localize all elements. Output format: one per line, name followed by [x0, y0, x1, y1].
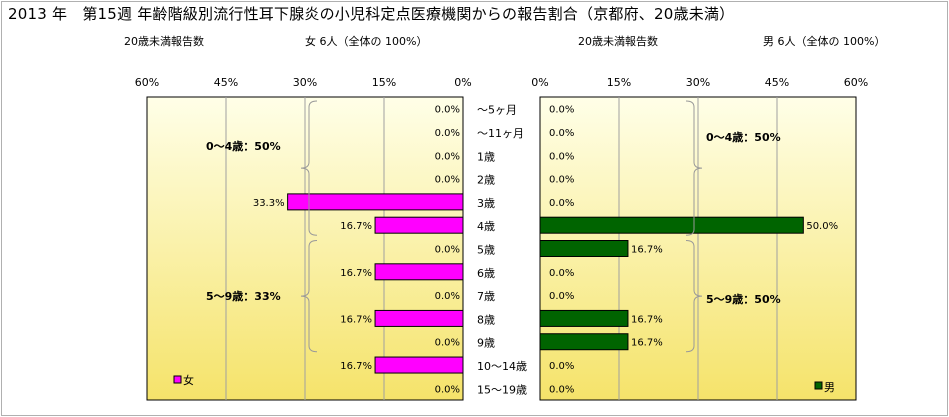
age-category-label: ～5ヶ月 [477, 104, 517, 117]
right-count-value: 男 6人（全体の 100%） [763, 35, 886, 48]
age-category-label: 9歳 [477, 337, 495, 350]
male-group-label: 5～9歳：50% [706, 292, 781, 306]
female-data-label: 16.7% [340, 361, 372, 372]
male-legend-label: 男 [824, 381, 835, 394]
male-data-label: 0.0% [549, 361, 574, 372]
female-bar [374, 356, 464, 374]
female-bar [287, 193, 464, 211]
female-data-label: 0.0% [435, 151, 460, 162]
male-data-label: 0.0% [549, 128, 574, 139]
female-axis-tick-label: 15% [372, 76, 396, 89]
chart-title: 2013 年 第15週 年齢階級別流行性耳下腺炎の小児科定点医療機関からの報告割… [8, 5, 735, 23]
male-group-label: 0～4歳：50% [706, 130, 781, 144]
male-data-label: 0.0% [549, 291, 574, 302]
male-data-label: 0.0% [549, 198, 574, 209]
male-data-label: 16.7% [631, 245, 663, 256]
female-data-label: 16.7% [340, 314, 372, 325]
male-axis-tick-label: 0% [531, 76, 548, 89]
female-axis-tick-label: 0% [454, 76, 471, 89]
female-bar [374, 263, 464, 281]
group-brace [685, 240, 703, 353]
male-data-label: 16.7% [631, 314, 663, 325]
female-group-label: 5～9歳：33% [206, 289, 281, 303]
male-bar [539, 333, 629, 351]
female-data-label: 33.3% [253, 198, 285, 209]
female-data-label: 0.0% [435, 338, 460, 349]
male-axis-tick-label: 30% [686, 76, 710, 89]
male-axis-tick-label: 60% [844, 76, 868, 89]
male-data-label: 0.0% [549, 105, 574, 116]
group-brace [300, 100, 318, 236]
male-data-label: 0.0% [549, 175, 574, 186]
male-axis-tick-label: 15% [607, 76, 631, 89]
group-brace [300, 240, 318, 353]
male-bar [539, 216, 804, 234]
male-data-label: 0.0% [549, 384, 574, 395]
female-data-label: 0.0% [435, 105, 460, 116]
female-axis-tick-label: 60% [135, 76, 159, 89]
age-category-label: 4歳 [477, 220, 495, 233]
female-bar [374, 216, 464, 234]
right-count-label: 20歳未満報告数 [578, 35, 658, 48]
male-bar [539, 309, 629, 327]
female-axis-tick-label: 30% [293, 76, 317, 89]
male-data-label: 0.0% [549, 151, 574, 162]
age-category-label: 8歳 [477, 313, 495, 326]
age-category-label: 3歳 [477, 197, 495, 210]
female-legend-swatch [173, 375, 182, 384]
age-category-label: ～11ヶ月 [477, 127, 524, 140]
age-category-label: 2歳 [477, 174, 495, 187]
age-category-label: 5歳 [477, 244, 495, 257]
age-category-label: 15～19歳 [477, 383, 527, 396]
female-bar [374, 309, 464, 327]
female-data-label: 0.0% [435, 128, 460, 139]
female-data-label: 0.0% [435, 175, 460, 186]
age-category-label: 7歳 [477, 290, 495, 303]
female-group-label: 0～4歳：50% [206, 139, 281, 153]
female-data-label: 16.7% [340, 268, 372, 279]
male-data-label: 0.0% [549, 268, 574, 279]
left-count-label: 20歳未満報告数 [124, 35, 204, 48]
male-axis-tick-label: 45% [765, 76, 789, 89]
male-legend-swatch [814, 381, 823, 390]
age-category-label: 6歳 [477, 267, 495, 280]
age-category-label: 10～14歳 [477, 360, 527, 373]
female-axis-tick-label: 45% [214, 76, 238, 89]
female-data-label: 0.0% [435, 291, 460, 302]
male-data-label: 16.7% [631, 338, 663, 349]
male-data-label: 50.0% [806, 221, 838, 232]
age-category-label: 1歳 [477, 150, 495, 163]
male-bar [539, 240, 629, 257]
female-data-label: 0.0% [435, 384, 460, 395]
female-legend-label: 女 [183, 373, 194, 387]
left-count-value: 女 6人（全体の 100%） [305, 35, 428, 48]
female-data-label: 0.0% [435, 245, 460, 256]
female-data-label: 16.7% [340, 221, 372, 232]
group-brace [685, 100, 703, 236]
